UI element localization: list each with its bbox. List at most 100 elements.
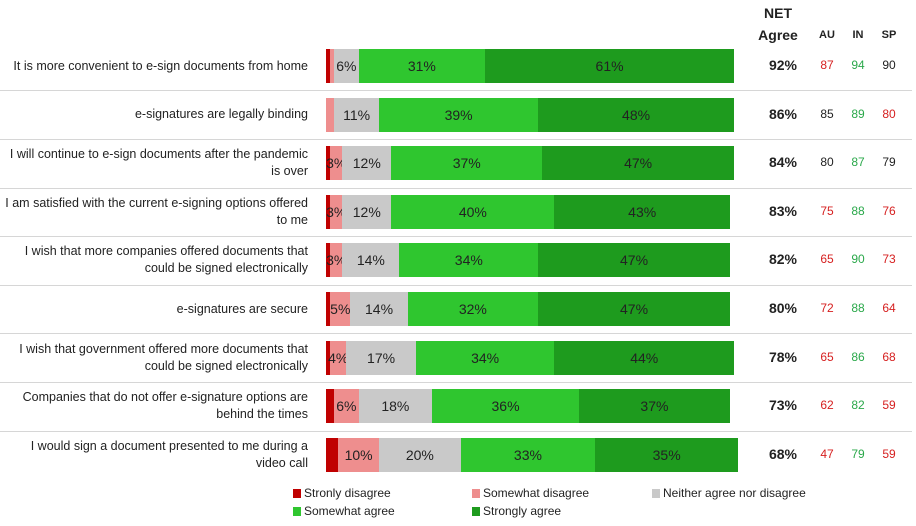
bar-segment: 47% [538, 243, 730, 278]
value-label: 47% [624, 155, 653, 172]
bar-segment: 34% [415, 340, 555, 375]
bar-segment: 5% [330, 292, 351, 326]
legend-item: Stronly disagree [293, 486, 391, 500]
country-value: 88 [851, 203, 865, 218]
row-separator [0, 333, 912, 335]
country-value: 86 [851, 349, 865, 364]
legend-swatch [472, 506, 480, 516]
value-label: 18% [381, 398, 410, 415]
value-label: 32% [458, 301, 487, 317]
country-value: 72 [820, 301, 834, 315]
bar-segment: 3% [326, 243, 346, 278]
bar-segment [326, 389, 335, 424]
bar-segment: 61% [485, 49, 734, 83]
value-label: 17% [367, 349, 396, 366]
country-value: 94 [851, 58, 865, 72]
bar-segment: 34% [399, 243, 539, 278]
bar-segment: 47% [538, 292, 730, 326]
net-value: 82% [768, 251, 798, 268]
bar-segment: 40% [391, 194, 555, 229]
legend-label: Neither agree nor disagree [663, 486, 806, 500]
bar-segment: 12% [342, 194, 392, 229]
row-separator [0, 284, 912, 286]
legend-label: Somewhat disagree [483, 486, 590, 500]
bar-segment: 17% [346, 340, 416, 375]
legend-label: Somewhat agree [304, 504, 395, 518]
bar-segment [326, 292, 331, 326]
value-label: 4% [328, 349, 349, 366]
bar-segment: 39% [379, 97, 539, 132]
bar-segment [326, 146, 331, 181]
country-value: 85 [820, 106, 834, 121]
value-label: 61% [595, 58, 624, 74]
category-label: I wish that government offered more docu… [19, 341, 308, 373]
value-label: 6% [336, 398, 357, 415]
bar-segment: 36% [432, 389, 579, 424]
bar-segment: 32% [407, 292, 539, 326]
category-label: I will continue to e-sign documents afte… [9, 147, 308, 179]
country-value: 80 [882, 106, 896, 121]
column-header: IN [852, 29, 864, 41]
value-label: 5% [330, 301, 351, 317]
row-separator [0, 430, 912, 432]
bar-segment: 48% [538, 97, 734, 132]
category-label: I wish that more companies offered docum… [24, 244, 308, 276]
bar-segment: 33% [460, 437, 596, 472]
bar-segment: 3% [326, 194, 346, 229]
country-value: 68 [882, 349, 896, 364]
legend-swatch [472, 488, 480, 498]
bar-segment: 3% [326, 146, 346, 181]
value-label: 11% [343, 106, 371, 123]
value-label: 37% [640, 398, 669, 415]
net-value: 86% [768, 105, 798, 122]
value-label: 35% [652, 446, 681, 463]
bar-segment [326, 194, 331, 229]
value-label: 36% [491, 398, 520, 415]
bar-segment [326, 49, 331, 83]
value-label: 20% [405, 446, 434, 463]
category-label: I am satisfied with the current e-signin… [5, 195, 308, 227]
country-value: 59 [882, 446, 896, 461]
value-label: 47% [620, 252, 649, 269]
value-label: 10% [344, 446, 373, 463]
country-value: 87 [851, 155, 865, 170]
legend-swatch [293, 506, 301, 516]
country-value: 79 [882, 155, 896, 170]
value-label: 40% [458, 203, 487, 220]
value-label: 14% [356, 252, 385, 269]
country-value: 88 [851, 301, 865, 315]
column-header: NET Agree [758, 5, 798, 43]
country-value: 64 [882, 301, 896, 315]
bar-segment: 37% [391, 146, 543, 181]
column-header: SP [881, 29, 897, 41]
category-label: Companies that do not offer e-signature … [22, 390, 308, 422]
legend-item: Somewhat disagree [472, 486, 589, 500]
value-label: 12% [352, 155, 381, 172]
country-value: 73 [882, 252, 896, 267]
country-value: 65 [820, 252, 834, 267]
legend-item: Neither agree nor disagree [652, 486, 806, 500]
legend-item: Somewhat agree [293, 504, 395, 518]
country-value: 75 [820, 203, 834, 218]
bar-segment: 6% [334, 49, 359, 83]
country-value: 87 [820, 58, 834, 72]
bar-segment: 10% [338, 437, 380, 472]
row-separator [0, 381, 912, 383]
legend-swatch [293, 488, 301, 498]
country-value: 76 [882, 203, 896, 218]
value-label: 3% [326, 203, 347, 220]
bar-segment: 14% [350, 292, 408, 326]
country-value: 47 [820, 446, 834, 461]
value-label: 43% [628, 203, 657, 220]
bar-segment: 4% [328, 340, 349, 375]
country-value: 80 [820, 155, 834, 170]
net-value: 78% [768, 348, 798, 365]
net-value: 84% [768, 154, 798, 171]
column-header: AU [819, 29, 835, 41]
value-label: 12% [352, 203, 381, 220]
legend-label: Stronly disagree [304, 486, 391, 500]
bar-segment: 31% [358, 49, 486, 83]
bar-segment: 43% [554, 194, 730, 229]
legend-item: Strongly agree [472, 504, 561, 518]
value-label: 44% [630, 349, 659, 366]
